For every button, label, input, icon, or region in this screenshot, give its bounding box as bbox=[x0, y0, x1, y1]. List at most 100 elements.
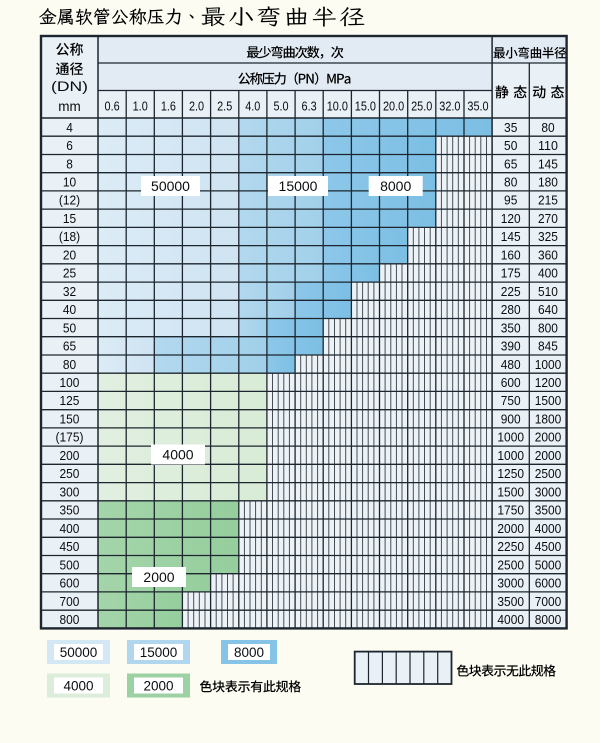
svg-text:480: 480 bbox=[501, 357, 521, 372]
svg-text:6000: 6000 bbox=[535, 576, 562, 591]
svg-text:2500: 2500 bbox=[497, 557, 524, 572]
svg-text:2500: 2500 bbox=[535, 466, 562, 481]
svg-text:6: 6 bbox=[66, 138, 73, 153]
svg-text:325: 325 bbox=[538, 229, 558, 244]
svg-text:8000: 8000 bbox=[234, 645, 264, 660]
svg-text:80: 80 bbox=[504, 175, 517, 190]
svg-text:110: 110 bbox=[538, 138, 558, 153]
svg-text:600: 600 bbox=[501, 375, 521, 390]
svg-text:3500: 3500 bbox=[535, 503, 562, 518]
svg-text:4.0: 4.0 bbox=[245, 98, 260, 113]
svg-text:4000: 4000 bbox=[162, 446, 193, 462]
svg-text:15.0: 15.0 bbox=[355, 98, 376, 113]
svg-text:50000: 50000 bbox=[151, 178, 190, 194]
svg-text:1800: 1800 bbox=[535, 412, 562, 427]
svg-text:15000: 15000 bbox=[140, 645, 178, 660]
svg-text:3000: 3000 bbox=[497, 576, 524, 591]
svg-text:250: 250 bbox=[60, 466, 80, 481]
svg-text:6.3: 6.3 bbox=[302, 98, 317, 113]
svg-text:125: 125 bbox=[60, 393, 80, 408]
svg-text:2000: 2000 bbox=[535, 448, 562, 463]
svg-text:3000: 3000 bbox=[535, 484, 562, 499]
svg-text:1500: 1500 bbox=[497, 484, 524, 499]
svg-text:35.0: 35.0 bbox=[467, 98, 488, 113]
svg-text:10.0: 10.0 bbox=[327, 98, 348, 113]
svg-text:145: 145 bbox=[501, 229, 521, 244]
svg-text:360: 360 bbox=[538, 247, 558, 262]
svg-text:145: 145 bbox=[538, 156, 558, 171]
svg-text:120: 120 bbox=[501, 211, 521, 226]
svg-text:5.0: 5.0 bbox=[273, 98, 288, 113]
svg-text:0.6: 0.6 bbox=[105, 98, 120, 113]
svg-text:32: 32 bbox=[63, 284, 76, 299]
svg-text:65: 65 bbox=[63, 339, 76, 354]
svg-text:350: 350 bbox=[60, 503, 80, 518]
svg-text:2000: 2000 bbox=[143, 678, 173, 693]
svg-text:8000: 8000 bbox=[380, 178, 411, 194]
svg-text:(DN): (DN) bbox=[51, 78, 88, 94]
svg-text:1500: 1500 bbox=[535, 393, 562, 408]
svg-text:50: 50 bbox=[504, 138, 517, 153]
svg-text:15000: 15000 bbox=[279, 178, 318, 194]
svg-text:32.0: 32.0 bbox=[439, 98, 460, 113]
svg-text:2.0: 2.0 bbox=[189, 98, 204, 113]
svg-text:1000: 1000 bbox=[497, 448, 524, 463]
svg-text:15: 15 bbox=[63, 211, 76, 226]
svg-text:900: 900 bbox=[501, 412, 521, 427]
svg-text:700: 700 bbox=[60, 594, 80, 609]
svg-text:95: 95 bbox=[504, 193, 517, 208]
svg-text:800: 800 bbox=[60, 612, 80, 627]
svg-text:4000: 4000 bbox=[63, 678, 93, 693]
svg-text:80: 80 bbox=[541, 120, 554, 135]
svg-text:1750: 1750 bbox=[497, 503, 524, 518]
svg-text:5000: 5000 bbox=[535, 557, 562, 572]
svg-text:100: 100 bbox=[60, 375, 80, 390]
svg-text:390: 390 bbox=[501, 339, 521, 354]
svg-text:640: 640 bbox=[538, 302, 558, 317]
svg-text:7000: 7000 bbox=[535, 594, 562, 609]
svg-text:1250: 1250 bbox=[497, 466, 524, 481]
svg-text:4000: 4000 bbox=[535, 521, 562, 536]
svg-text:1000: 1000 bbox=[497, 430, 524, 445]
svg-text:8: 8 bbox=[66, 156, 73, 171]
svg-text:500: 500 bbox=[60, 557, 80, 572]
svg-text:4: 4 bbox=[66, 120, 73, 135]
svg-text:65: 65 bbox=[504, 156, 517, 171]
svg-text:200: 200 bbox=[60, 448, 80, 463]
svg-text:(12): (12) bbox=[59, 193, 80, 208]
svg-text:175: 175 bbox=[501, 266, 521, 281]
svg-text:2.5: 2.5 bbox=[217, 98, 232, 113]
svg-text:180: 180 bbox=[538, 175, 558, 190]
svg-text:1200: 1200 bbox=[535, 375, 562, 390]
svg-text:510: 510 bbox=[538, 284, 558, 299]
svg-text:25: 25 bbox=[63, 266, 76, 281]
svg-text:2250: 2250 bbox=[497, 539, 524, 554]
svg-text:mm: mm bbox=[58, 99, 81, 114]
svg-text:1.6: 1.6 bbox=[161, 98, 176, 113]
svg-text:80: 80 bbox=[63, 357, 76, 372]
svg-text:280: 280 bbox=[501, 302, 521, 317]
svg-text:600: 600 bbox=[60, 576, 80, 591]
svg-text:8000: 8000 bbox=[535, 612, 562, 627]
svg-text:20: 20 bbox=[63, 247, 76, 262]
svg-text:150: 150 bbox=[60, 412, 80, 427]
svg-text:50000: 50000 bbox=[60, 645, 98, 660]
svg-text:1000: 1000 bbox=[535, 357, 562, 372]
svg-text:215: 215 bbox=[538, 193, 558, 208]
svg-text:(18): (18) bbox=[59, 229, 80, 244]
svg-text:750: 750 bbox=[501, 393, 521, 408]
svg-text:300: 300 bbox=[60, 484, 80, 499]
svg-text:1.0: 1.0 bbox=[133, 98, 148, 113]
svg-text:800: 800 bbox=[538, 320, 558, 335]
svg-text:2000: 2000 bbox=[143, 569, 174, 585]
svg-text:(175): (175) bbox=[56, 430, 84, 445]
svg-text:4000: 4000 bbox=[497, 612, 524, 627]
svg-text:35: 35 bbox=[504, 120, 517, 135]
svg-text:400: 400 bbox=[60, 521, 80, 536]
svg-text:350: 350 bbox=[501, 320, 521, 335]
svg-text:400: 400 bbox=[538, 266, 558, 281]
svg-text:4500: 4500 bbox=[535, 539, 562, 554]
svg-text:50: 50 bbox=[63, 320, 76, 335]
svg-text:20.0: 20.0 bbox=[383, 98, 404, 113]
svg-text:40: 40 bbox=[63, 302, 76, 317]
